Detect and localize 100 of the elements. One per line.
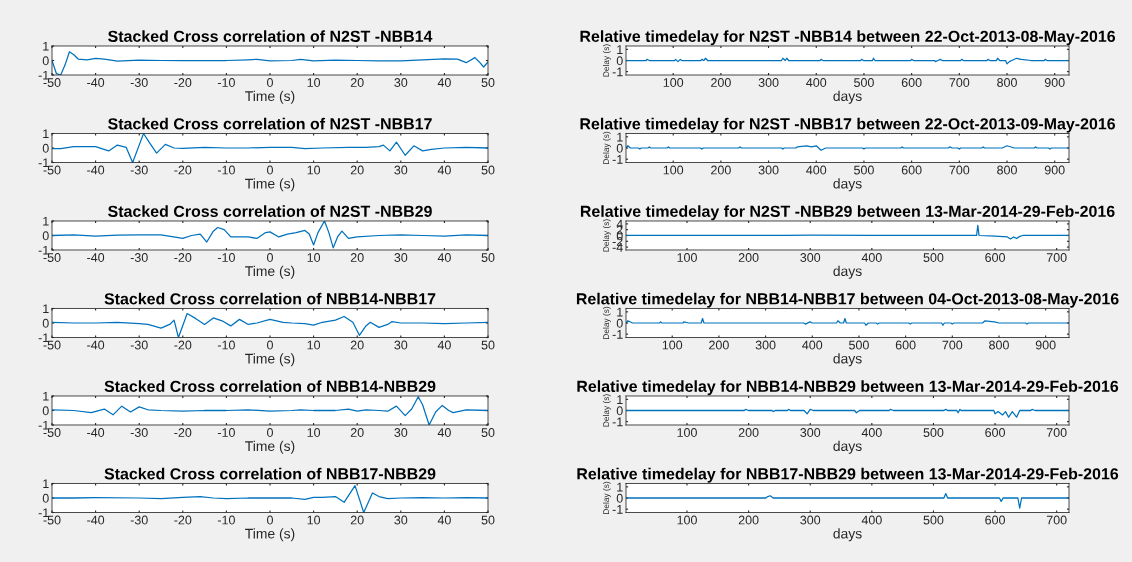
x-tick-label: -30 <box>130 428 148 437</box>
x-axis-title: Time (s) <box>245 265 295 279</box>
x-tick-label: 20 <box>350 253 364 262</box>
x-tick-label: 300 <box>800 428 821 437</box>
x-tick-label: 900 <box>1035 340 1056 350</box>
y-tick-label: 0 <box>616 143 623 153</box>
x-tick-label: 100 <box>677 428 697 437</box>
x-tick-label: -20 <box>174 515 192 525</box>
y-tick-label: 0 <box>42 493 49 503</box>
x-tick-label: -10 <box>217 340 235 350</box>
y-tick-label: -1 <box>38 70 49 80</box>
x-tick-label: 0 <box>267 340 273 350</box>
x-tick-label: 800 <box>997 78 1017 87</box>
x-tick-label: 10 <box>307 515 321 525</box>
y-tick-label: 1 <box>43 304 49 314</box>
x-tick-label: 0 <box>267 165 273 175</box>
x-tick-label: 100 <box>662 340 683 350</box>
x-tick-label: 300 <box>800 253 821 262</box>
x-tick-label: 40 <box>437 340 451 350</box>
x-tick-label: 400 <box>861 428 882 437</box>
x-axis-title: days <box>833 265 862 279</box>
x-tick-label: 800 <box>989 340 1009 350</box>
x-tick-label: 500 <box>923 515 944 525</box>
y-tick-label: -1 <box>612 505 623 514</box>
x-tick-label: 40 <box>437 78 451 87</box>
x-axis-title: days <box>833 90 862 104</box>
x-tick-label: -50 <box>43 515 61 525</box>
y-tick-label: 0 <box>616 318 623 328</box>
x-tick-label: 30 <box>394 515 408 525</box>
y-tick-label: -1 <box>612 330 623 339</box>
x-axis-title: days <box>833 178 862 192</box>
x-tick-label: 100 <box>663 165 684 175</box>
x-tick-label: -50 <box>43 253 61 262</box>
x-tick-label: -20 <box>174 165 192 175</box>
x-tick-label: 400 <box>806 165 827 175</box>
chart-title: Stacked Cross correlation of NBB17-NBB29 <box>104 467 436 480</box>
y-tick-label: -1 <box>612 417 623 427</box>
x-tick-label: -40 <box>87 253 105 262</box>
y-tick-label: 1 <box>617 45 623 54</box>
y-tick-label: -1 <box>38 245 49 255</box>
x-tick-label: -20 <box>174 78 192 87</box>
x-tick-label: 500 <box>849 340 869 350</box>
x-tick-label: 200 <box>738 428 759 437</box>
y-tick-label: 1 <box>617 395 623 404</box>
x-tick-label: -40 <box>87 428 105 437</box>
x-tick-label: 50 <box>481 253 495 262</box>
y-tick-label: 1 <box>43 41 49 51</box>
x-axis-title: Time (s) <box>245 353 295 367</box>
x-tick-label: 0 <box>267 78 273 87</box>
x-tick-label: 300 <box>755 340 776 350</box>
y-tick-label: 0 <box>42 56 49 66</box>
y-tick-label: 0 <box>616 56 623 66</box>
y-tick-label: 1 <box>43 129 49 139</box>
y-axis-title: Delay (s) <box>602 219 611 252</box>
y-tick-label: 0 <box>42 143 49 153</box>
x-tick-label: 30 <box>394 78 408 87</box>
x-tick-label: 700 <box>949 78 970 87</box>
x-tick-label: -40 <box>87 165 105 175</box>
x-tick-label: 700 <box>1046 253 1067 262</box>
y-axis-title: Delay (s) <box>602 481 611 514</box>
line-series <box>52 133 488 163</box>
x-tick-label: 200 <box>738 515 759 525</box>
y-axis-title: Delay (s) <box>602 44 611 77</box>
x-tick-label: 400 <box>861 515 882 525</box>
y-axis-title: Delay (s) <box>602 306 611 339</box>
line-series <box>52 312 488 338</box>
x-tick-label: -30 <box>130 253 148 262</box>
x-tick-label: -10 <box>217 253 235 262</box>
x-tick-label: 40 <box>437 253 451 262</box>
x-tick-label: 30 <box>394 165 408 175</box>
x-tick-label: 20 <box>350 428 364 437</box>
x-tick-label: 50 <box>481 428 495 437</box>
x-axis-title: days <box>833 528 862 542</box>
x-tick-label: 40 <box>437 515 451 525</box>
x-tick-label: 600 <box>901 165 922 175</box>
x-tick-label: 500 <box>854 78 874 87</box>
x-tick-label: 20 <box>350 78 364 87</box>
line-series <box>626 492 1069 509</box>
line-series <box>626 317 1069 326</box>
chart-title: Stacked Cross correlation of N2ST -NBB17 <box>108 117 432 130</box>
x-tick-label: 600 <box>901 78 922 87</box>
y-tick-label: -1 <box>612 155 623 164</box>
x-tick-label: 50 <box>481 515 495 525</box>
x-tick-label: -10 <box>217 515 235 525</box>
x-tick-label: 300 <box>758 78 779 87</box>
x-tick-label: 200 <box>738 253 759 262</box>
x-tick-label: -30 <box>130 78 148 87</box>
y-tick-label: -1 <box>38 420 49 430</box>
chart-title: Stacked Cross correlation of NBB14-NBB17 <box>104 292 436 305</box>
x-tick-label: -30 <box>130 515 148 525</box>
x-tick-label: 200 <box>711 78 731 87</box>
line-series <box>626 224 1069 240</box>
y-tick-label: 0 <box>42 318 49 328</box>
y-tick-label: 0 <box>616 493 623 503</box>
x-axis-title: Time (s) <box>245 528 295 542</box>
x-tick-label: 100 <box>677 515 697 525</box>
x-tick-label: 500 <box>923 428 944 437</box>
x-tick-label: -50 <box>43 165 61 175</box>
x-tick-label: -10 <box>217 165 235 175</box>
x-tick-label: 0 <box>267 428 273 437</box>
